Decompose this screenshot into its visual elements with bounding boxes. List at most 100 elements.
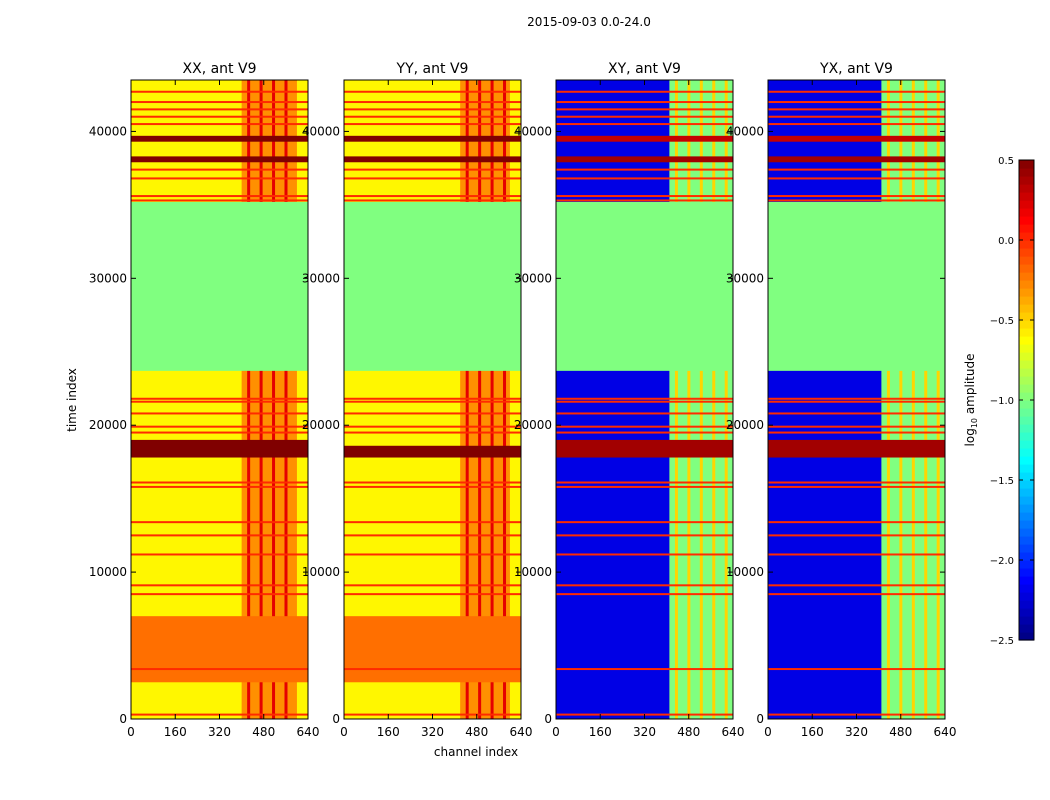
colorbar-segment (1019, 512, 1034, 521)
heatmap-line-row (556, 397, 733, 400)
heatmap-line-row (556, 553, 733, 556)
colorbar-tick-label: −2.5 (990, 636, 1014, 647)
heatmap-line-row (131, 177, 308, 180)
heatmap-line-row (768, 123, 945, 126)
panel-title: YX, ant V9 (819, 61, 893, 77)
heatmap-line-row (344, 481, 521, 484)
y-tick-label: 40000 (726, 124, 764, 138)
colorbar-segment (1019, 616, 1034, 625)
colorbar-segment (1019, 160, 1034, 169)
colorbar-segment (1019, 344, 1034, 353)
heatmap-line-row (131, 90, 308, 93)
heatmap-strong-row (556, 156, 733, 163)
y-tick-label: 30000 (514, 271, 552, 285)
panel: YY, ant V9 0 160 320 480 640 0 10000 20000 30000 4… (302, 61, 533, 739)
heatmap-line-row (556, 101, 733, 104)
colorbar-segment (1019, 184, 1034, 193)
heatmap-line-row (556, 593, 733, 596)
x-tick-label: 320 (208, 725, 231, 739)
heatmap-line-row (344, 425, 521, 428)
heatmap-line-row (556, 431, 733, 434)
heatmap-line-row (344, 521, 521, 524)
heatmap-line-row (344, 177, 521, 180)
heatmap-line-row (131, 115, 308, 118)
colorbar-segment (1019, 552, 1034, 561)
colorbar-segment (1019, 368, 1034, 377)
colorbar-segment (1019, 432, 1034, 441)
colorbar-segment (1019, 536, 1034, 545)
heatmap-line-row (131, 534, 308, 537)
heatmap-line-row (344, 90, 521, 93)
heatmap-strong-row (768, 156, 945, 163)
heatmap-line-row (556, 425, 733, 428)
heatmap-line-row (556, 199, 733, 202)
colorbar-segment (1019, 448, 1034, 457)
colorbar-segment (1019, 528, 1034, 537)
heatmap-line-row (768, 397, 945, 400)
y-tick-label: 20000 (514, 418, 552, 432)
y-tick-label: 20000 (302, 418, 340, 432)
heatmap-line-row (131, 485, 308, 488)
heatmap-line-row (556, 584, 733, 587)
y-tick-label: 0 (544, 712, 552, 726)
heatmap-strong-row (131, 439, 308, 458)
colorbar-segment (1019, 272, 1034, 281)
colorbar-tick-label: 0.5 (998, 156, 1014, 167)
heatmap-line-row (344, 412, 521, 415)
heatmap-line-row (344, 123, 521, 126)
heatmap-line-row (131, 168, 308, 171)
heatmap-line-row (131, 584, 308, 587)
colorbar-segment (1019, 568, 1034, 577)
heatmap-line-row (344, 195, 521, 198)
y-tick-label: 0 (119, 712, 127, 726)
colorbar-segment (1019, 360, 1034, 369)
heatmap-strong-row (344, 445, 521, 458)
y-tick-label: 10000 (514, 565, 552, 579)
heatmap-line-row (768, 481, 945, 484)
heatmap-line-row (344, 553, 521, 556)
x-tick-label: 320 (633, 725, 656, 739)
heatmap-line-row (768, 521, 945, 524)
x-tick-label: 640 (297, 725, 320, 739)
y-axis-label: time index (65, 368, 79, 432)
heatmap-line-row (344, 199, 521, 202)
heatmap-line-row (768, 584, 945, 587)
colorbar-segment (1019, 352, 1034, 361)
x-tick-label: 0 (127, 725, 135, 739)
colorbar-segment (1019, 400, 1034, 409)
y-tick-label: 30000 (726, 271, 764, 285)
heatmap-line-row (344, 668, 521, 671)
heatmap-line-row (768, 668, 945, 671)
heatmap-line-row (344, 168, 521, 171)
heatmap-line-row (768, 400, 945, 403)
colorbar-tick-label: 0.0 (998, 236, 1014, 247)
heatmap-line-row (768, 412, 945, 415)
colorbar-segment (1019, 384, 1034, 393)
heatmap-flag-block (556, 201, 733, 371)
colorbar-segment (1019, 496, 1034, 505)
heatmap-line-row (768, 199, 945, 202)
heatmap-strong-row (344, 156, 521, 163)
panel: YX, ant V9 0 160 320 480 640 0 10000 20000 30000 4… (726, 61, 957, 739)
y-tick-label: 30000 (89, 271, 127, 285)
heatmap-line-row (131, 108, 308, 111)
heatmap-strong-row (768, 135, 945, 142)
colorbar-segment (1019, 544, 1034, 553)
heatmap-line-row (131, 400, 308, 403)
y-tick-label: 20000 (89, 418, 127, 432)
heatmap-line-row (556, 108, 733, 111)
heatmap-strong-row (556, 135, 733, 142)
heatmap-line-row (344, 115, 521, 118)
heatmap-line-row (768, 108, 945, 111)
heatmap-line-row (768, 177, 945, 180)
x-tick-label: 160 (377, 725, 400, 739)
colorbar-segment (1019, 408, 1034, 417)
colorbar-segment (1019, 488, 1034, 497)
colorbar-segment (1019, 296, 1034, 305)
heatmap-line-row (768, 425, 945, 428)
colorbar-segment (1019, 288, 1034, 297)
colorbar-segment (1019, 600, 1034, 609)
heatmap-line-row (131, 412, 308, 415)
x-tick-label: 640 (722, 725, 745, 739)
